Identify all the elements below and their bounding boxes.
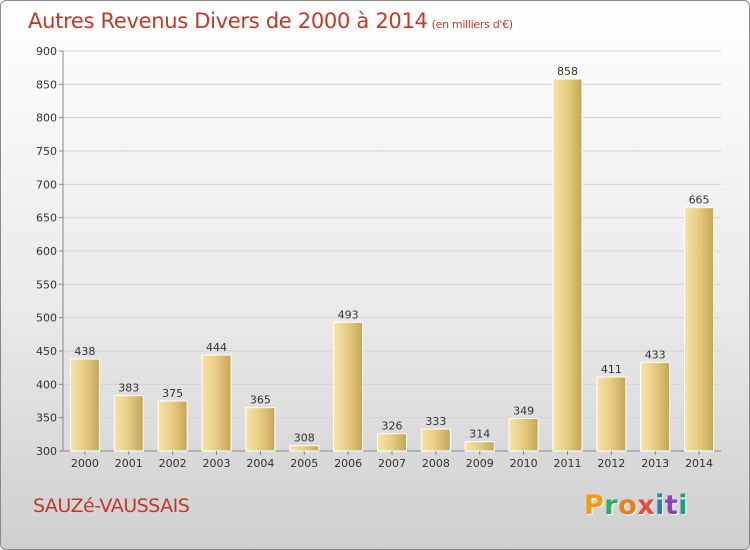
logo-letter: x	[637, 490, 656, 521]
bar-2005	[289, 445, 320, 452]
x-tick-label-2000: 2000	[71, 457, 99, 470]
x-tick-label-2014: 2014	[685, 457, 713, 470]
y-tick-label: 700	[36, 178, 57, 191]
data-label-2010: 349	[513, 404, 534, 417]
x-tick-label-2011: 2011	[553, 457, 581, 470]
bar-2014	[684, 207, 715, 452]
chart-title-text: Autres Revenus Divers de 2000 à 2014	[28, 9, 428, 33]
bar-2001	[113, 395, 144, 452]
x-axis-ticks: 2000 2001 2002 2003 2004 2005 2006 2007 2008 2009…	[71, 451, 713, 470]
x-tick-label-2003: 2003	[203, 457, 231, 470]
y-tick-label: 450	[36, 345, 57, 358]
data-label-2011: 858	[557, 65, 578, 78]
data-label-2007: 326	[382, 420, 403, 433]
commune-name: SAUZé-VAUSSAIS	[33, 495, 190, 517]
bar-2006	[333, 321, 364, 452]
x-tick-label-2010: 2010	[510, 457, 538, 470]
bar-2009	[464, 441, 495, 452]
x-tick-label-2013: 2013	[641, 457, 669, 470]
y-tick-label: 600	[36, 245, 57, 258]
logo-letter: P	[584, 490, 605, 521]
y-tick-label: 800	[36, 112, 57, 125]
logo-letter: r	[604, 490, 619, 521]
x-tick-label-2001: 2001	[115, 457, 143, 470]
bar-2002	[157, 400, 188, 452]
data-label-2002: 375	[162, 387, 183, 400]
y-tick-label: 550	[36, 278, 57, 291]
x-tick-label-2009: 2009	[466, 457, 494, 470]
x-tick-label-2012: 2012	[597, 457, 625, 470]
x-tick-label-2007: 2007	[378, 457, 406, 470]
y-tick-label: 650	[36, 212, 57, 225]
data-label-2000: 438	[74, 345, 95, 358]
data-label-2001: 383	[118, 382, 139, 395]
bar-2007	[377, 433, 407, 452]
bar-2008	[420, 428, 451, 452]
bar-2011	[552, 78, 583, 452]
y-tick-label: 850	[36, 78, 57, 91]
x-tick-label-2004: 2004	[246, 457, 274, 470]
data-label-2004: 365	[250, 394, 271, 407]
logo-letter: i	[678, 490, 689, 521]
y-tick-label: 900	[36, 45, 57, 58]
x-tick-label-2002: 2002	[159, 457, 187, 470]
proxiti-logo: Proxiti	[584, 490, 688, 521]
logo-letter: t	[664, 490, 679, 521]
y-axis-ticks: 300 350 400 450 500 550 600 650 700 750 800 850 900	[36, 45, 63, 458]
y-tick-label: 400	[36, 378, 57, 391]
bar-2013	[640, 361, 671, 452]
chart-title: Autres Revenus Divers de 2000 à 2014 (en …	[28, 9, 513, 33]
bars	[69, 78, 715, 452]
x-tick-label-2006: 2006	[334, 457, 362, 470]
x-tick-label-2008: 2008	[422, 457, 450, 470]
data-label-2008: 333	[425, 415, 446, 428]
data-label-2009: 314	[469, 428, 490, 441]
data-label-2013: 433	[645, 348, 666, 361]
y-tick-label: 750	[36, 145, 57, 158]
data-label-2012: 411	[601, 363, 622, 376]
bar-2004	[245, 407, 276, 452]
y-tick-label: 500	[36, 312, 57, 325]
y-tick-label: 300	[36, 445, 57, 458]
y-tick-label: 350	[36, 412, 57, 425]
data-label-2005: 308	[294, 432, 315, 445]
bar-2012	[596, 376, 627, 452]
data-label-2014: 665	[689, 194, 710, 207]
data-label-2006: 493	[338, 308, 359, 321]
bar-2000	[69, 358, 100, 452]
logo-letter: i	[655, 490, 665, 521]
chart-subtitle: (en milliers d'€)	[431, 18, 513, 31]
data-label-2003: 444	[206, 341, 227, 354]
bar-2003	[201, 354, 232, 452]
logo-letter: o	[618, 490, 638, 521]
bar-2010	[508, 417, 539, 452]
data-labels: 438 383 375 444 365 308 493 326 333 314 349 858 411 4…	[74, 65, 709, 445]
x-tick-label-2005: 2005	[290, 457, 318, 470]
